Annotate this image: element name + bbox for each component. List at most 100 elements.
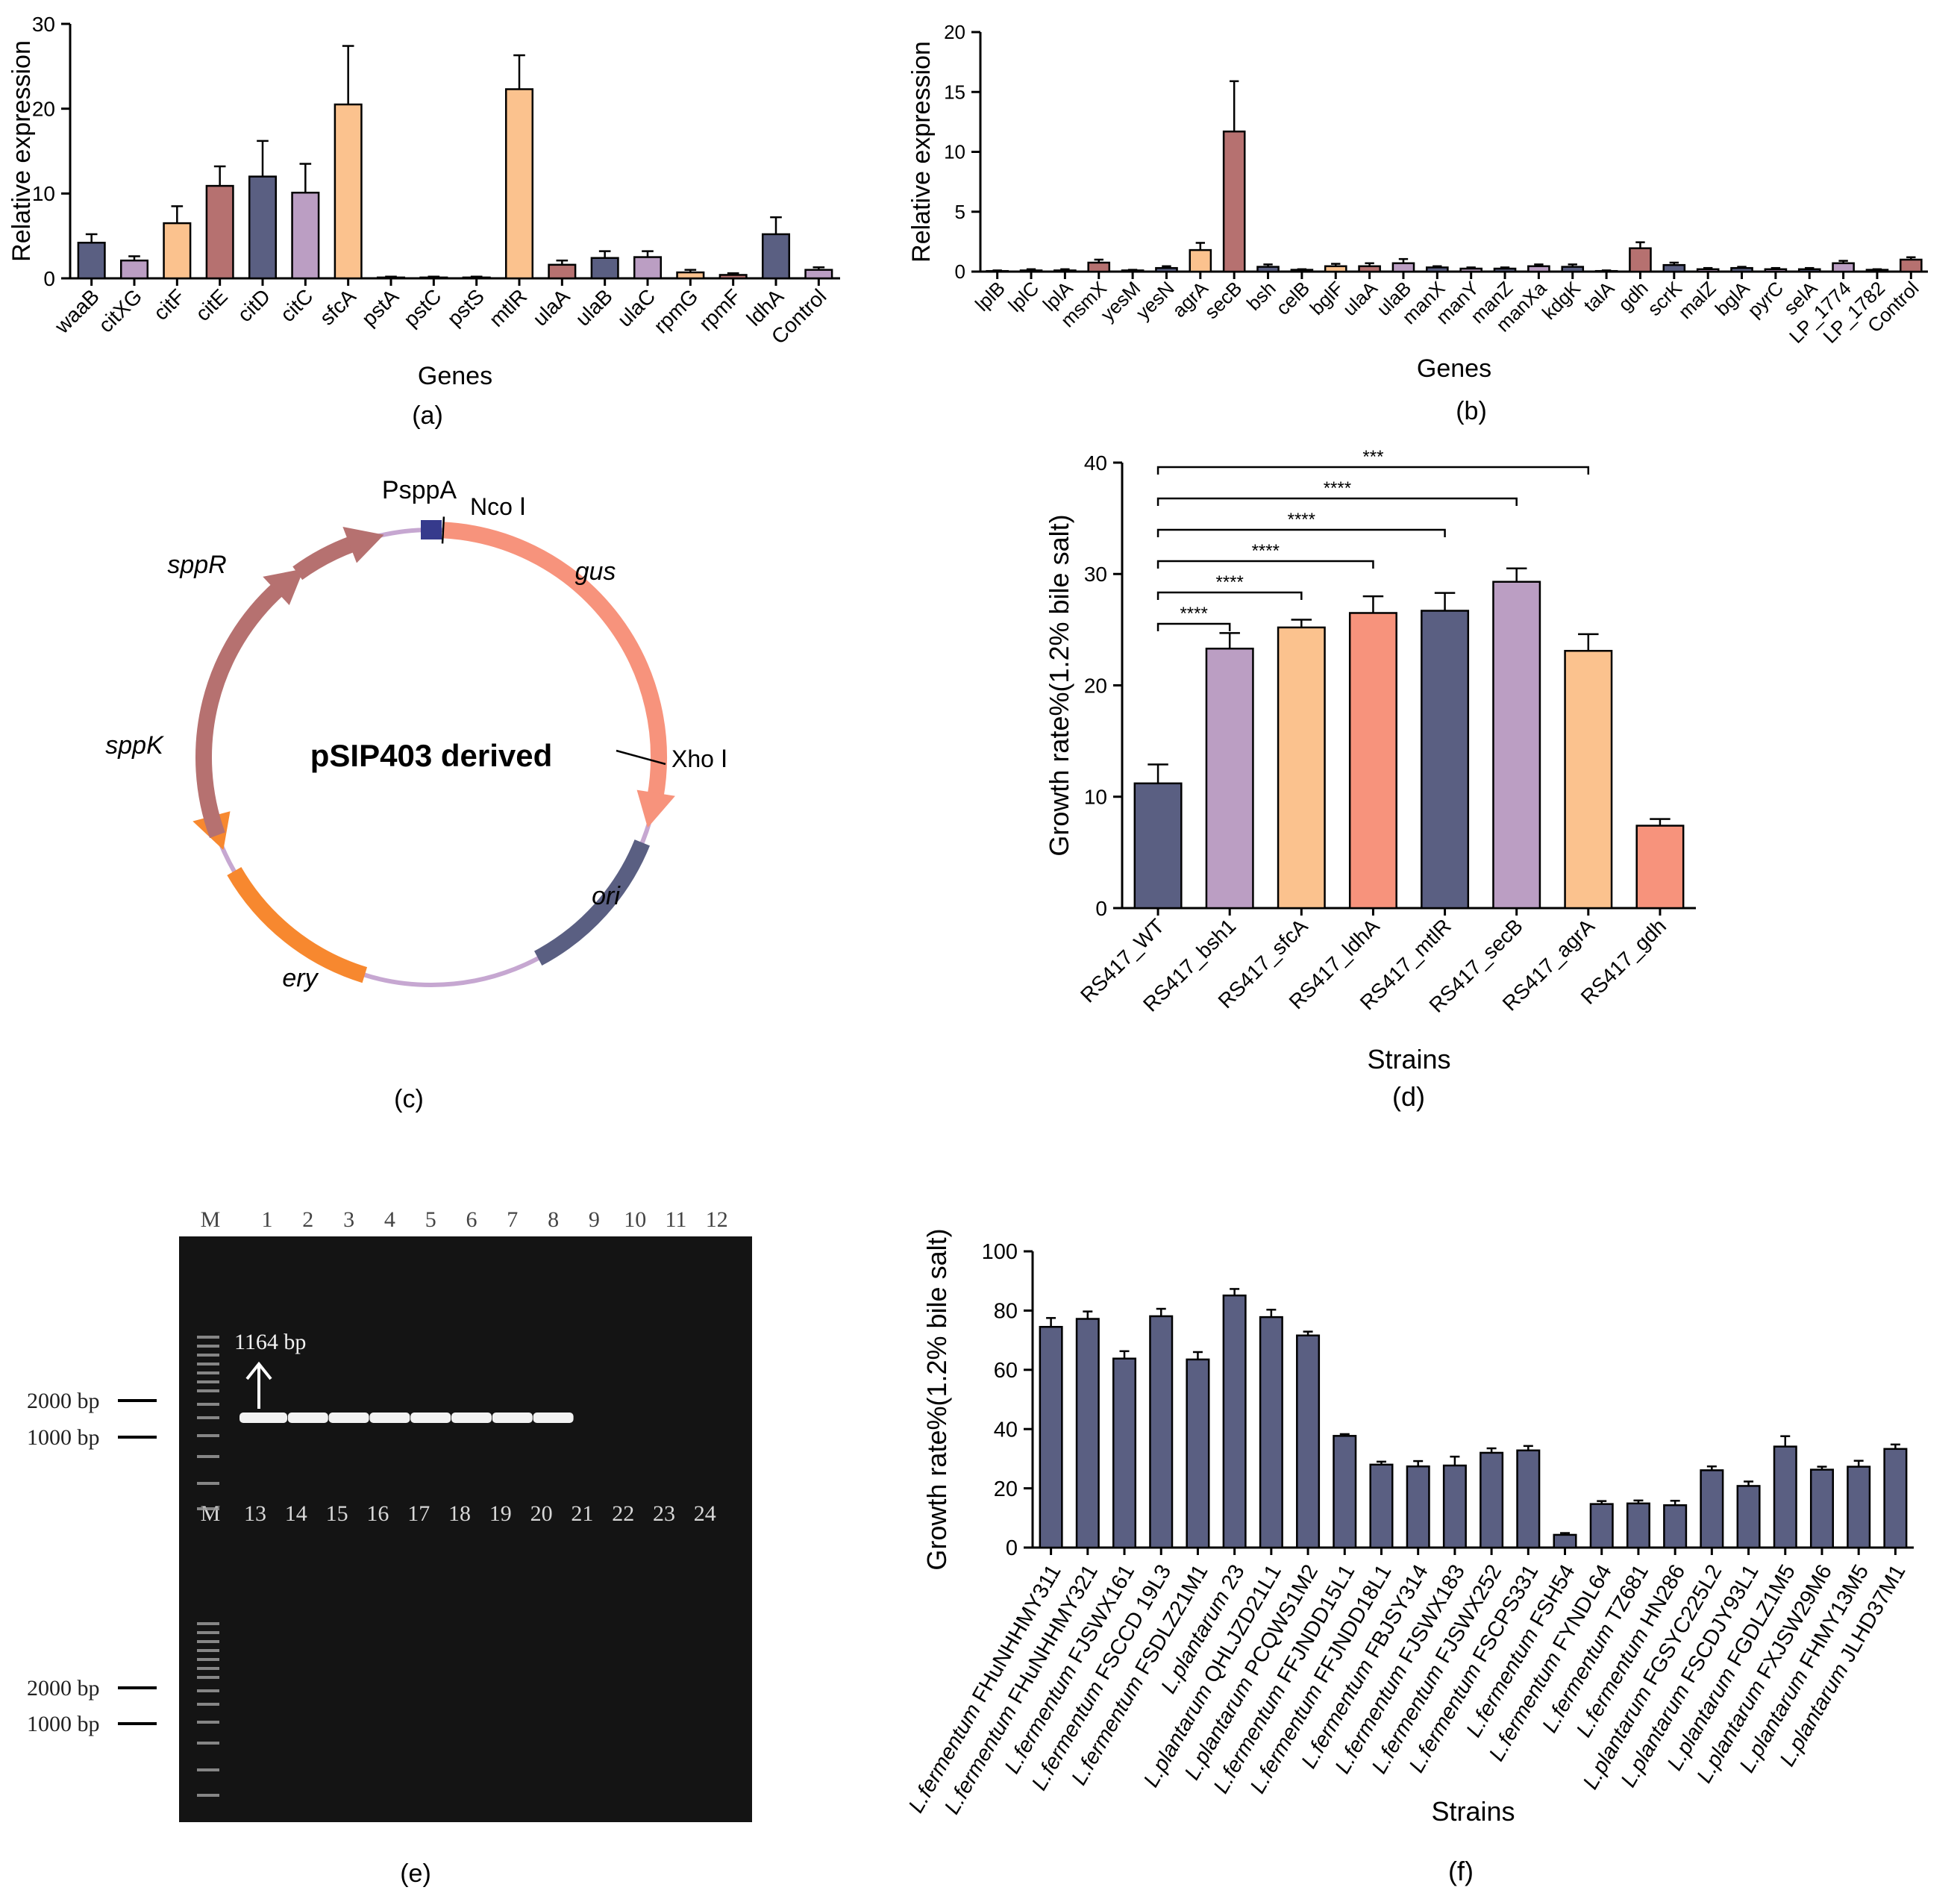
x-tick-label: citF (149, 284, 190, 325)
lane-number: 23 (653, 1501, 675, 1526)
y-axis-title: Relative expression (907, 41, 936, 263)
panel-c-plasmid-map: PsppA Nco Ⅰ Xho Ⅰ pSIP403 derived gus ori ery s… (105, 476, 727, 1113)
y-tick-label: 30 (32, 13, 55, 36)
ladder-band (197, 1676, 219, 1679)
lane-number: 12 (706, 1207, 728, 1232)
panel-caption: (c) (394, 1085, 424, 1113)
y-tick-label: 20 (1084, 674, 1107, 697)
lane-number: 2 (302, 1207, 313, 1232)
x-tick-label: lplB (971, 277, 1009, 316)
plasmid-title: pSIP403 derived (310, 738, 553, 773)
bar (504, 88, 534, 280)
bar (291, 191, 320, 280)
significance-label: **** (1324, 478, 1351, 498)
y-tick-label: 0 (955, 260, 965, 283)
promoter-label: PsppA (382, 476, 457, 504)
significance-label: **** (1288, 510, 1315, 530)
bar (1459, 267, 1482, 273)
ladder-size-label: 2000 bp (27, 1389, 100, 1413)
bar (1222, 130, 1246, 273)
bar (334, 103, 363, 280)
y-axis-title: Relative expression (7, 40, 36, 262)
bar (1406, 1465, 1430, 1549)
band-size-label: 1164 bp (234, 1330, 306, 1354)
ladder-band (197, 1380, 219, 1383)
bar (1626, 1502, 1650, 1549)
x-tick-label: secB (1200, 277, 1246, 323)
x-tick-label: lplC (1004, 277, 1043, 316)
significance-bracket (1156, 528, 1446, 537)
nco-site-mark (441, 516, 445, 544)
x-tick-label: ulaA (528, 284, 574, 331)
band-arrowhead (245, 1361, 272, 1380)
x-tick-label: citXG (94, 284, 146, 337)
y-axis-title: Growth rate%(1.2% bile salt) (1044, 514, 1074, 856)
ladder-band (197, 1336, 219, 1339)
bar (1277, 626, 1326, 910)
x-tick-label: talA (1579, 277, 1618, 316)
lane-number: 14 (285, 1501, 307, 1526)
bar (1324, 265, 1347, 273)
bar (1087, 261, 1111, 273)
y-tick-label: 0 (1095, 897, 1107, 920)
lane-number: 13 (244, 1501, 266, 1526)
pcr-band (328, 1413, 369, 1423)
x-tick-label: yesN (1132, 277, 1179, 324)
y-tick-label: 80 (994, 1300, 1018, 1324)
bar (1426, 266, 1449, 273)
bar (1112, 1357, 1137, 1549)
ladder-band (197, 1742, 219, 1745)
lane-number: 15 (326, 1501, 348, 1526)
bar (1205, 647, 1254, 910)
panel-b-chart: 05101520lplBlplClplAmsmXyesMyesNagrAsecB… (907, 21, 1928, 425)
x-tick-label: rpmG (649, 284, 702, 337)
panel-e-gel: M 1 2 3 4 5 6 7 8 9 10 11 12M 13 14 15 16 17 18 19 20 21 22 23 2… (27, 1207, 752, 1888)
ladder-band (197, 1371, 219, 1374)
bar (633, 256, 663, 280)
bar (1635, 825, 1685, 910)
bar (1149, 1315, 1174, 1549)
x-axis-title: Genes (418, 362, 492, 390)
bar (77, 242, 106, 280)
bar (1662, 263, 1686, 273)
bar (1797, 268, 1821, 273)
bar (1700, 1469, 1724, 1549)
bar (1589, 1503, 1614, 1549)
significance-label: **** (1216, 572, 1244, 592)
pcr-band (492, 1413, 533, 1423)
ladder-band (197, 1622, 219, 1625)
bar (1075, 1318, 1100, 1549)
panel-caption: (a) (412, 401, 443, 430)
bar (1391, 262, 1415, 273)
pcr-band (369, 1413, 410, 1423)
x-tick-label: celB (1271, 277, 1314, 319)
ladder-band (197, 1345, 219, 1348)
x-axis-title: Strains (1367, 1044, 1450, 1074)
bar (718, 274, 748, 280)
x-tick-label: bglF (1306, 277, 1348, 319)
bar (1053, 269, 1077, 273)
ladder-band (197, 1794, 219, 1797)
pcr-band (410, 1413, 451, 1423)
panel-caption: (b) (1456, 397, 1487, 425)
significance-label: **** (1252, 541, 1280, 561)
ladder-band (197, 1507, 219, 1510)
bar (1186, 1358, 1210, 1549)
gus-gene (442, 522, 667, 798)
ladder-band (197, 1640, 219, 1643)
bar (1039, 1325, 1063, 1549)
gel-image (179, 1236, 752, 1822)
x-tick-label: mtlR (485, 284, 532, 331)
bar (1847, 1465, 1871, 1549)
y-tick-label: 20 (944, 21, 965, 43)
x-tick-label: ulaB (571, 284, 617, 331)
gus-arrowhead (636, 789, 675, 828)
bar (248, 175, 278, 280)
bar (1189, 248, 1212, 273)
bar (1348, 612, 1397, 910)
lane-number: 10 (624, 1207, 646, 1232)
ladder-band (197, 1482, 219, 1485)
bar (1832, 262, 1855, 273)
ladder-band (197, 1689, 219, 1692)
y-tick-label: 10 (944, 141, 965, 163)
